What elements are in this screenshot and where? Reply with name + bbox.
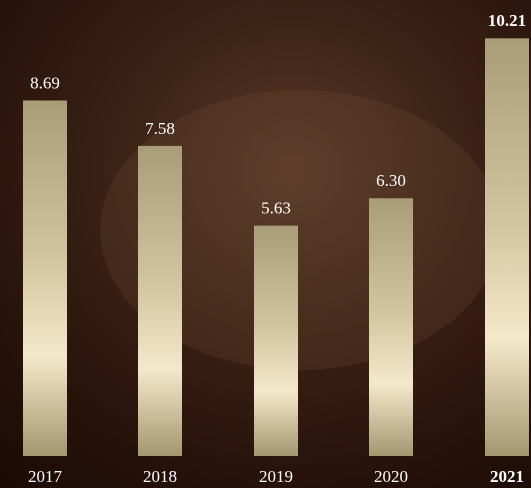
- x-tick-label: 2019: [259, 467, 293, 486]
- value-label: 6.30: [376, 171, 406, 190]
- x-tick-label: 2020: [374, 467, 408, 486]
- chart: 2017 8.69 2018 7.58 2019 5.63 2020 6.30 2021 10.2…: [0, 0, 531, 488]
- page: {"chart_data": {"type": "bar", "categori…: [0, 0, 531, 488]
- bar: [138, 146, 182, 456]
- value-label: 10.21: [488, 11, 526, 30]
- value-label: 8.69: [30, 73, 60, 92]
- value-label: 5.63: [261, 199, 291, 218]
- x-tick-label: 2021: [490, 467, 524, 486]
- bar: [369, 198, 413, 456]
- x-tick-label: 2018: [143, 467, 177, 486]
- x-tick-label: 2017: [28, 467, 63, 486]
- bar: [485, 38, 529, 456]
- bar: [254, 226, 298, 456]
- value-label: 7.58: [145, 119, 175, 138]
- bar: [23, 101, 67, 457]
